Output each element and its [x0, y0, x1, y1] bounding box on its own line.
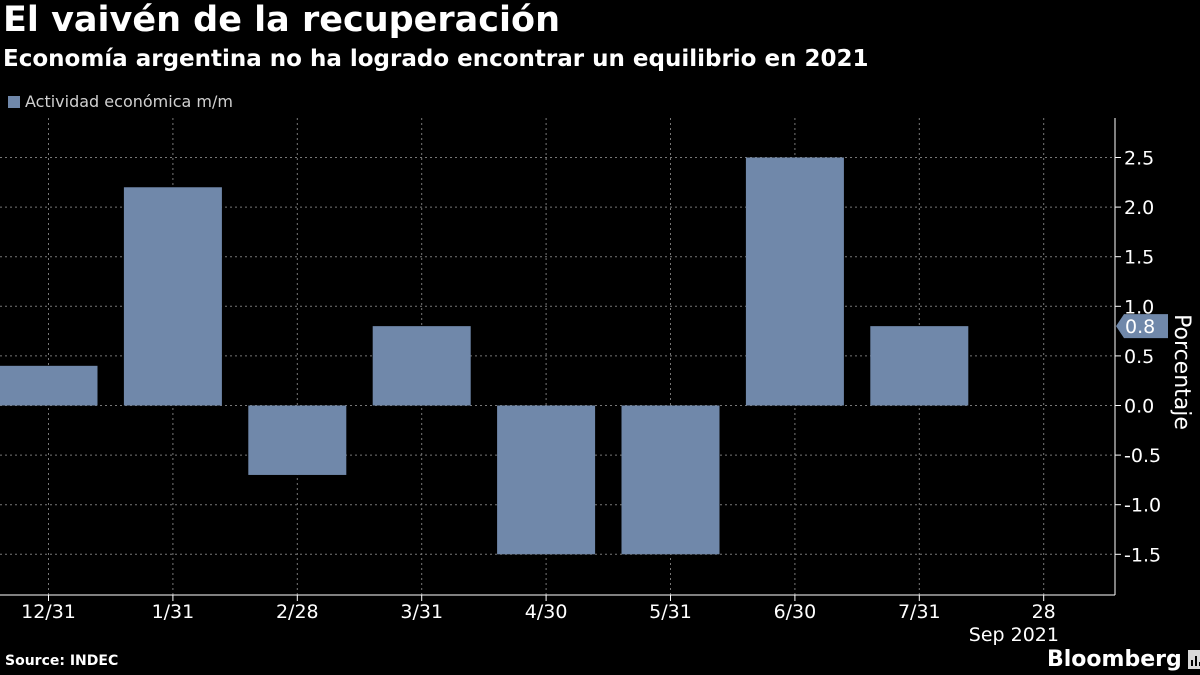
- y-axis-label: Porcentaje: [1169, 314, 1194, 430]
- bar: [123, 187, 222, 406]
- chart-subtitle: Economía argentina no ha logrado encontr…: [3, 46, 869, 72]
- x-tick-label: 7/31: [898, 601, 941, 623]
- y-tick-label: 2.0: [1124, 197, 1154, 219]
- legend: Actividad económica m/m: [8, 92, 233, 111]
- y-tick-label: -0.5: [1124, 445, 1161, 467]
- brand-name: Bloomberg: [1047, 647, 1182, 672]
- x-tick-label: 4/30: [525, 601, 568, 623]
- bar: [372, 326, 471, 406]
- last-value-label: 0.8: [1125, 316, 1155, 338]
- y-tick-label: 1.5: [1124, 247, 1154, 269]
- source-note: Source: INDEC: [5, 653, 119, 669]
- y-tick-label: 0.5: [1124, 346, 1154, 368]
- bar: [0, 365, 98, 406]
- bar: [497, 405, 596, 555]
- x-tick-label: 3/31: [400, 601, 443, 623]
- bar: [621, 405, 720, 555]
- bar: [745, 157, 844, 406]
- last-value-tag: [1116, 314, 1168, 339]
- y-tick-label: 0.0: [1124, 396, 1154, 418]
- brand-logo: Bloomberg: [1047, 647, 1200, 672]
- x-axis-sublabel: Sep 2021: [969, 624, 1059, 646]
- x-tick-label: 5/31: [649, 601, 692, 623]
- x-tick-label: 1/31: [152, 601, 195, 623]
- x-tick-label: 12/31: [21, 601, 76, 623]
- y-tick-label: -1.0: [1124, 495, 1161, 517]
- y-tick-label: 1.0: [1124, 296, 1154, 318]
- y-tick-label: -1.5: [1124, 544, 1161, 566]
- y-tick-label: 2.5: [1124, 148, 1154, 170]
- x-tick-label: 28: [1032, 601, 1056, 623]
- legend-swatch: [8, 95, 20, 108]
- chart-title: El vaivén de la recuperación: [3, 0, 560, 40]
- legend-label: Actividad económica m/m: [25, 92, 233, 111]
- bar: [870, 326, 969, 406]
- bar: [248, 405, 347, 475]
- x-tick-label: 6/30: [774, 601, 817, 623]
- x-tick-label: 2/28: [276, 601, 319, 623]
- bar-chart-icon: [1187, 650, 1200, 669]
